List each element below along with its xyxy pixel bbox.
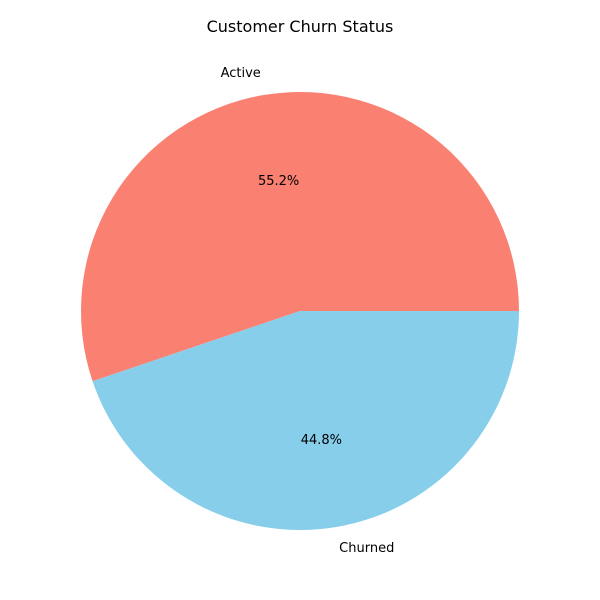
pie-slice-churned — [92, 311, 519, 530]
slice-percent-churned: 44.8% — [301, 433, 342, 448]
slice-label-active: Active — [221, 66, 261, 81]
chart-title: Customer Churn Status — [207, 17, 394, 36]
slice-label-churned: Churned — [339, 541, 394, 556]
pie-slice-active — [81, 92, 520, 382]
slices-layer — [81, 92, 520, 530]
labels-layer: Active 55.2% Churned 44.8% — [221, 66, 395, 556]
slice-percent-active: 55.2% — [258, 174, 299, 189]
